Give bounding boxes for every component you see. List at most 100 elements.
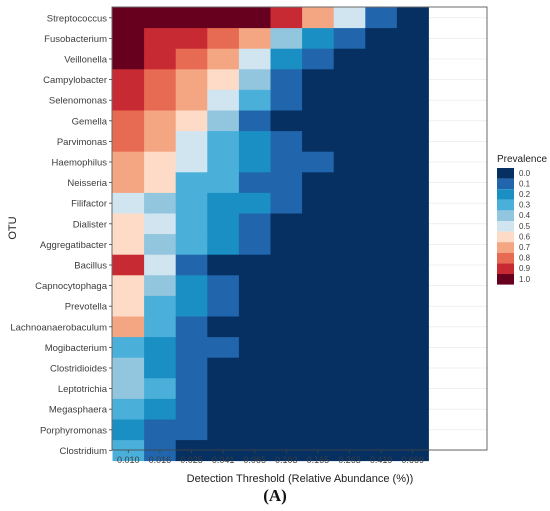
heatmap-cell xyxy=(238,172,271,194)
y-tick-label: Prevotella xyxy=(65,302,108,313)
heatmap-cell xyxy=(365,419,398,441)
heatmap-cell xyxy=(302,131,335,153)
heatmap-cell xyxy=(365,254,398,276)
heatmap-cell xyxy=(112,110,145,132)
heatmap-cell xyxy=(144,7,177,29)
heatmap-cell xyxy=(302,69,335,91)
heatmap-cell xyxy=(175,89,208,111)
legend-key-label: 0.9 xyxy=(519,264,531,273)
heatmap-cell xyxy=(238,275,271,297)
y-tick-label: Clostridium xyxy=(59,446,107,457)
y-tick-label: Mogibacterium xyxy=(45,343,107,354)
heatmap-cell xyxy=(270,254,303,276)
legend-key-label: 0.3 xyxy=(519,201,531,210)
heatmap-cell xyxy=(175,110,208,132)
heatmap-cell xyxy=(270,295,303,317)
heatmap-cell xyxy=(238,131,271,153)
heatmap-cell xyxy=(302,28,335,50)
heatmap-cell xyxy=(302,234,335,256)
heatmap-cell xyxy=(112,234,145,256)
heatmap-cell xyxy=(302,48,335,70)
heatmap-cell xyxy=(207,48,240,70)
heatmap-cell xyxy=(112,7,145,29)
heatmap-cell xyxy=(365,295,398,317)
heatmap-cell xyxy=(207,275,240,297)
heatmap-cell xyxy=(396,89,429,111)
x-tick-label: 0.065 xyxy=(243,455,266,465)
heatmap-cell xyxy=(270,89,303,111)
heatmap-cell xyxy=(270,337,303,359)
heatmap-cell xyxy=(112,357,145,379)
heatmap-cell xyxy=(396,213,429,235)
heatmap-cell xyxy=(144,213,177,235)
heatmap-cell xyxy=(112,337,145,359)
prevalence-legend: Prevalence 0.00.1 0.2 0.30.4 0.50.6 0.7 0.80.… xyxy=(497,154,547,285)
heatmap-cell xyxy=(144,89,177,111)
heatmap-cell xyxy=(207,213,240,235)
y-tick-label: Megasphaera xyxy=(49,405,108,416)
heatmap-cell xyxy=(365,7,398,29)
heatmap-cell xyxy=(175,213,208,235)
heatmap-cell xyxy=(302,337,335,359)
heatmap-cell xyxy=(207,69,240,91)
heatmap-cell xyxy=(175,419,208,441)
x-axis-ticks: 0.010 0.016 0.025 0.041 0.065 0.103 0.165 0.263… xyxy=(117,450,424,465)
heatmap-cell xyxy=(302,316,335,338)
heatmap-cell xyxy=(270,213,303,235)
heatmap-cell xyxy=(207,192,240,214)
heatmap-cell xyxy=(175,254,208,276)
heatmap-cell xyxy=(333,7,366,29)
heatmap-cell xyxy=(333,295,366,317)
heatmap-cell xyxy=(396,110,429,132)
x-tick-label: 0.419 xyxy=(370,455,393,465)
heatmap-cell xyxy=(365,357,398,379)
legend-key-label: 0.7 xyxy=(519,243,531,252)
x-tick-label: 0.016 xyxy=(149,455,172,465)
heatmap-cell xyxy=(175,234,208,256)
y-tick-label: Streptococcus xyxy=(47,13,107,24)
heatmap-cell xyxy=(302,151,335,173)
heatmap-cell xyxy=(238,192,271,214)
heatmap-cell xyxy=(112,378,145,400)
heatmap-cell xyxy=(175,398,208,420)
heatmap-cell xyxy=(144,378,177,400)
heatmap-cell xyxy=(238,234,271,256)
heatmap-cell xyxy=(144,172,177,194)
heatmap-cells xyxy=(112,7,429,462)
heatmap-cell xyxy=(175,69,208,91)
legend-key-swatch xyxy=(497,274,514,285)
heatmap-cell xyxy=(270,316,303,338)
heatmap-cell xyxy=(396,192,429,214)
legend-key-swatch xyxy=(497,242,514,253)
heatmap-cell xyxy=(396,172,429,194)
heatmap-cell xyxy=(333,378,366,400)
y-axis-title: OTU xyxy=(7,216,19,239)
heatmap-cell xyxy=(207,28,240,50)
heatmap-cell xyxy=(365,398,398,420)
prevalence-heatmap-chart: Streptococcus Fusobacterium Veillonella Cam… xyxy=(7,6,547,485)
heatmap-cell xyxy=(238,69,271,91)
heatmap-cell xyxy=(365,172,398,194)
heatmap-cell xyxy=(207,7,240,29)
heatmap-cell xyxy=(175,316,208,338)
heatmap-cell xyxy=(270,234,303,256)
heatmap-cell xyxy=(302,398,335,420)
plot-panel-border xyxy=(111,6,488,451)
heatmap-cell xyxy=(333,28,366,50)
y-tick-label: Neisseria xyxy=(67,178,107,189)
heatmap-cell xyxy=(144,69,177,91)
heatmap-cell xyxy=(112,28,145,50)
heatmap-cell xyxy=(333,110,366,132)
heatmap-cell xyxy=(144,419,177,441)
heatmap-cell xyxy=(144,131,177,153)
heatmap-cell xyxy=(396,28,429,50)
heatmap-cell xyxy=(365,213,398,235)
heatmap-cell xyxy=(175,357,208,379)
x-tick-label: 0.669 xyxy=(401,455,424,465)
legend-key-swatch xyxy=(497,263,514,274)
heatmap-cell xyxy=(302,172,335,194)
heatmap-cell xyxy=(238,357,271,379)
heatmap-cell xyxy=(238,110,271,132)
heatmap-cell xyxy=(333,151,366,173)
heatmap-cell xyxy=(365,131,398,153)
